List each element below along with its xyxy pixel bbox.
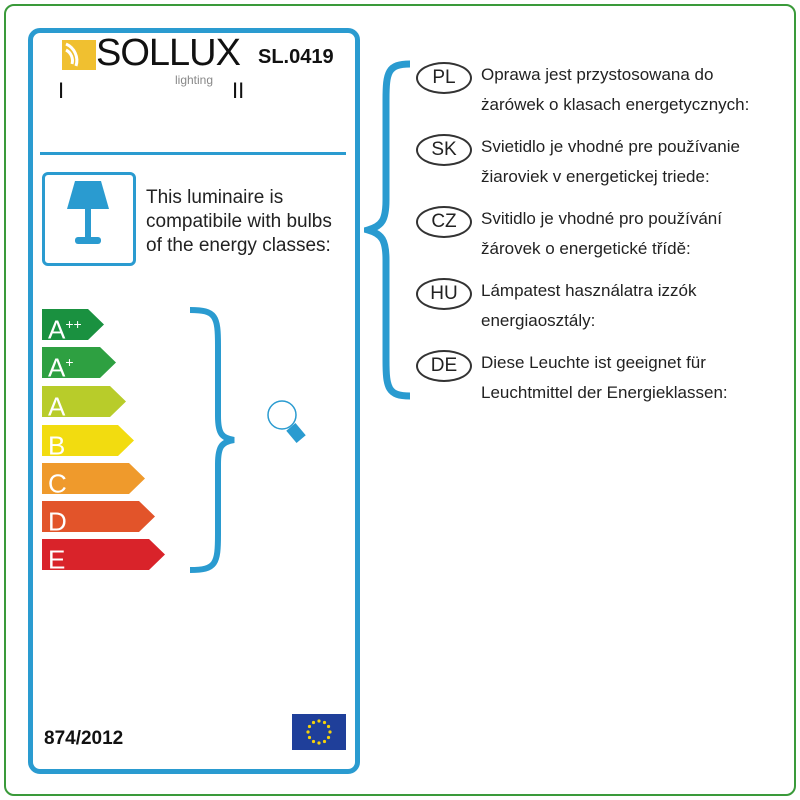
- big-brace-icon: [364, 60, 411, 400]
- lang-line: Oprawa jest przystosowana do: [481, 65, 714, 84]
- class-sup: +: [65, 354, 74, 370]
- lang-line: energiaosztály:: [481, 311, 596, 330]
- class-letter: A: [48, 352, 66, 383]
- lang-text-pl: Oprawa jest przystosowana do żarówek o kl…: [481, 60, 749, 120]
- lang-line: Diese Leuchte ist geeignet für: [481, 353, 706, 372]
- eu-star: [322, 720, 327, 725]
- lang-line: Leuchtmittel der Energieklassen:: [481, 383, 728, 402]
- lang-line: žiaroviek v energetickej triede:: [481, 167, 710, 186]
- eu-star: [326, 724, 331, 729]
- brace-icon: [189, 307, 235, 573]
- eu-star: [311, 739, 316, 744]
- eu-star: [322, 739, 327, 744]
- class-sup: ++: [65, 316, 82, 332]
- class-letter: D: [48, 506, 67, 537]
- regulation-number: 874/2012: [44, 728, 124, 749]
- eu-star: [311, 720, 316, 725]
- lang-line: Lámpatest használatra izzók: [481, 281, 697, 300]
- lang-text-sk: Svietidlo je vhodné pre používanie žiarov…: [481, 132, 740, 192]
- mark-1: I: [58, 78, 65, 103]
- compat-line: of the energy classes:: [146, 235, 331, 256]
- lang-code-hu: HU: [416, 278, 472, 310]
- eu-star: [317, 719, 321, 723]
- lang-code-cz: CZ: [416, 206, 472, 238]
- lang-code-sk: SK: [416, 134, 472, 166]
- lang-text-hu: Lámpatest használatra izzók energiaosztál…: [481, 276, 696, 336]
- lamp-box: [42, 172, 136, 266]
- lang-text-de: Diese Leuchte ist geeignet für Leuchtmitt…: [481, 348, 728, 408]
- lang-line: Svietidlo je vhodné pre používanie: [481, 137, 740, 156]
- energy-class-C: C: [42, 463, 145, 494]
- energy-class-Ap: A+: [42, 347, 116, 378]
- eu-star: [307, 735, 312, 740]
- eu-star: [326, 735, 331, 740]
- class-letter: A: [48, 314, 66, 345]
- eu-star: [328, 730, 332, 734]
- class-letter: A: [48, 391, 66, 422]
- lang-code-de: DE: [416, 350, 472, 382]
- energy-class-B: B: [42, 425, 134, 456]
- eu-flag-icon: [292, 714, 346, 750]
- eu-star: [306, 730, 310, 734]
- class-letter: E: [48, 544, 66, 575]
- divider: [40, 152, 346, 155]
- lang-line: Svitidlo je vhodné pro používání: [481, 209, 722, 228]
- compat-line: compatibile with bulbs: [146, 211, 332, 232]
- compat-text: This luminaire is compatibile with bulbs…: [146, 186, 332, 258]
- class-letter: C: [48, 468, 67, 499]
- lamp-icon: [67, 181, 109, 244]
- sollux-logo-icon: [62, 40, 96, 70]
- class-letter: B: [48, 430, 66, 461]
- energy-class-E: E: [42, 539, 165, 570]
- lang-text-cz: Svitidlo je vhodné pro používání žárovek …: [481, 204, 722, 264]
- product-code: SL.0419: [258, 46, 334, 68]
- label-card: [28, 28, 360, 774]
- eu-star: [317, 741, 321, 745]
- brand-name: SOLLUX: [96, 32, 241, 74]
- mark-2: II: [232, 78, 245, 103]
- energy-class-A: A: [42, 386, 126, 417]
- energy-class-D: D: [42, 501, 155, 532]
- compat-line: This luminaire is: [146, 187, 284, 208]
- outer-frame: [4, 4, 796, 796]
- lang-line: żarówek o klasach energetycznych:: [481, 95, 750, 114]
- bulb-icon: [267, 400, 306, 443]
- brand-sub: lighting: [175, 73, 214, 87]
- eu-star: [307, 724, 312, 729]
- lang-line: žárovek o energetické třídě:: [481, 239, 691, 258]
- lang-code-pl: PL: [416, 62, 472, 94]
